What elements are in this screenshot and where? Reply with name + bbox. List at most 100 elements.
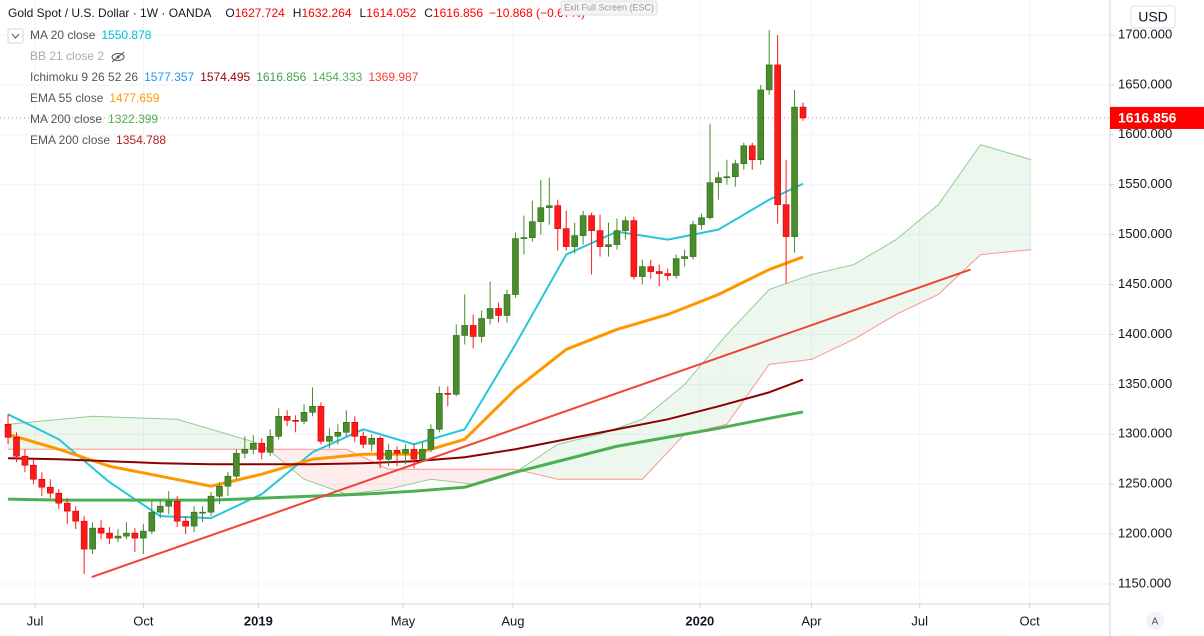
cloud-segment: [92, 416, 178, 450]
legend-item: EMA 200 close 1354.788: [30, 133, 166, 147]
collapse-chevron: [11, 33, 20, 39]
candle-body: [241, 448, 249, 454]
candle-body: [689, 224, 697, 257]
cloud-segment: [980, 144, 1032, 255]
candle-body: [97, 527, 105, 534]
x-tick-label: May: [391, 613, 416, 628]
candle-body: [715, 177, 722, 183]
cloud-segment: [769, 274, 812, 365]
legend-collapse[interactable]: [7, 28, 24, 44]
axis-layer: 1150.000 1200.000 1250.000 1300.000 1350.000…: [0, 26, 1204, 628]
legend-value: 1354.788: [116, 133, 166, 147]
legend-value: 1616.856: [256, 70, 306, 84]
y-tick-label: 1350.000: [1118, 376, 1172, 391]
candle-body: [80, 520, 88, 550]
candle-body: [723, 176, 731, 179]
candle-body: [486, 308, 494, 319]
candle-body: [402, 448, 409, 454]
candle-body: [300, 412, 308, 422]
candle-body: [639, 266, 646, 277]
candle-body: [368, 437, 375, 445]
currency-box[interactable]: [1130, 5, 1176, 29]
candle-body: [495, 308, 502, 316]
auto-scale-label[interactable]: A: [1152, 617, 1159, 628]
cloud-segment: [896, 204, 939, 315]
candle-body: [233, 452, 240, 477]
candle-body: [740, 145, 748, 165]
y-tick-label: 1700.000: [1118, 26, 1172, 41]
candle-body: [258, 442, 266, 453]
legend-value: 1550.878: [101, 28, 151, 42]
y-tick-label: 1250.000: [1118, 476, 1172, 491]
trend-line: [91, 268, 971, 578]
candle-body: [529, 221, 536, 238]
y-tick-label: 1550.000: [1118, 176, 1172, 191]
cloud-segment: [938, 144, 981, 295]
cloud-segment: [642, 384, 685, 480]
candle-body: [30, 464, 37, 480]
candle-body: [419, 448, 426, 460]
candle-body: [199, 511, 206, 514]
x-tick-label: 2020: [685, 613, 714, 628]
auto-scale-button[interactable]: [1146, 612, 1164, 630]
y-tick-label: 1450.000: [1118, 276, 1172, 291]
candle-body: [664, 273, 671, 276]
candle-body: [156, 505, 164, 513]
candle-body: [224, 475, 232, 487]
candle-body: [622, 220, 629, 231]
candle-body: [55, 492, 63, 504]
candle-body: [444, 393, 452, 395]
y-tick-label: 1650.000: [1118, 76, 1172, 91]
candle-body: [334, 431, 342, 437]
candle-body: [216, 485, 223, 497]
candle-body: [791, 106, 798, 237]
candle-body: [520, 237, 528, 239]
candle-body: [13, 436, 20, 457]
exit-button[interactable]: Exit Full Screen (ESC): [564, 2, 654, 12]
y-tick-label: 1300.000: [1118, 426, 1172, 441]
candle-body: [537, 207, 545, 222]
ohlc-key: H: [293, 6, 302, 20]
candle-body: [182, 520, 189, 527]
cloud-segment: [726, 289, 770, 425]
candle-body: [165, 500, 173, 507]
indicator-line: [8, 410, 804, 502]
ohlc-key: L: [360, 6, 367, 20]
legend-value: 1369.987: [368, 70, 418, 84]
candle-body: [757, 89, 765, 161]
cloud-segment: [388, 469, 431, 490]
ohlc-value: 1616.856: [433, 6, 483, 20]
legend-value: 1574.495: [200, 70, 250, 84]
candle-body: [123, 532, 130, 537]
candle-body: [698, 217, 705, 225]
legend-item: Ichimoku 9 26 52 26 1577.357 1574.495 1616.…: [30, 70, 419, 84]
candle-body: [672, 258, 680, 276]
legend-name: BB 21 close 2: [30, 49, 104, 63]
candle-body: [266, 435, 274, 453]
cloud-segment: [811, 264, 854, 360]
indicator-line: [7, 182, 804, 520]
exit-button-box[interactable]: [560, 0, 658, 16]
candle-body: [554, 205, 562, 229]
y-tick-label: 1600.000: [1118, 126, 1172, 141]
candle-body: [275, 416, 282, 437]
x-tick-label: Oct: [133, 613, 154, 628]
candle-body: [292, 420, 299, 422]
candle-body: [72, 510, 79, 522]
candle-body: [452, 335, 460, 395]
y-tick-label: 1400.000: [1118, 326, 1172, 341]
candle-body: [436, 393, 443, 430]
candle-body: [681, 256, 688, 259]
candle-body: [427, 428, 435, 450]
candle-body: [613, 230, 621, 245]
candle-body: [47, 486, 54, 494]
candle-body: [512, 238, 519, 295]
x-tick-label: Jul: [27, 613, 44, 628]
cloud-span-b: [8, 249, 1032, 480]
x-tick-label: Jul: [911, 613, 928, 628]
candle-body: [469, 325, 477, 337]
candle-body: [588, 215, 595, 231]
y-tick-label: 1500.000: [1118, 226, 1172, 241]
ohlc-key: C: [424, 6, 433, 20]
